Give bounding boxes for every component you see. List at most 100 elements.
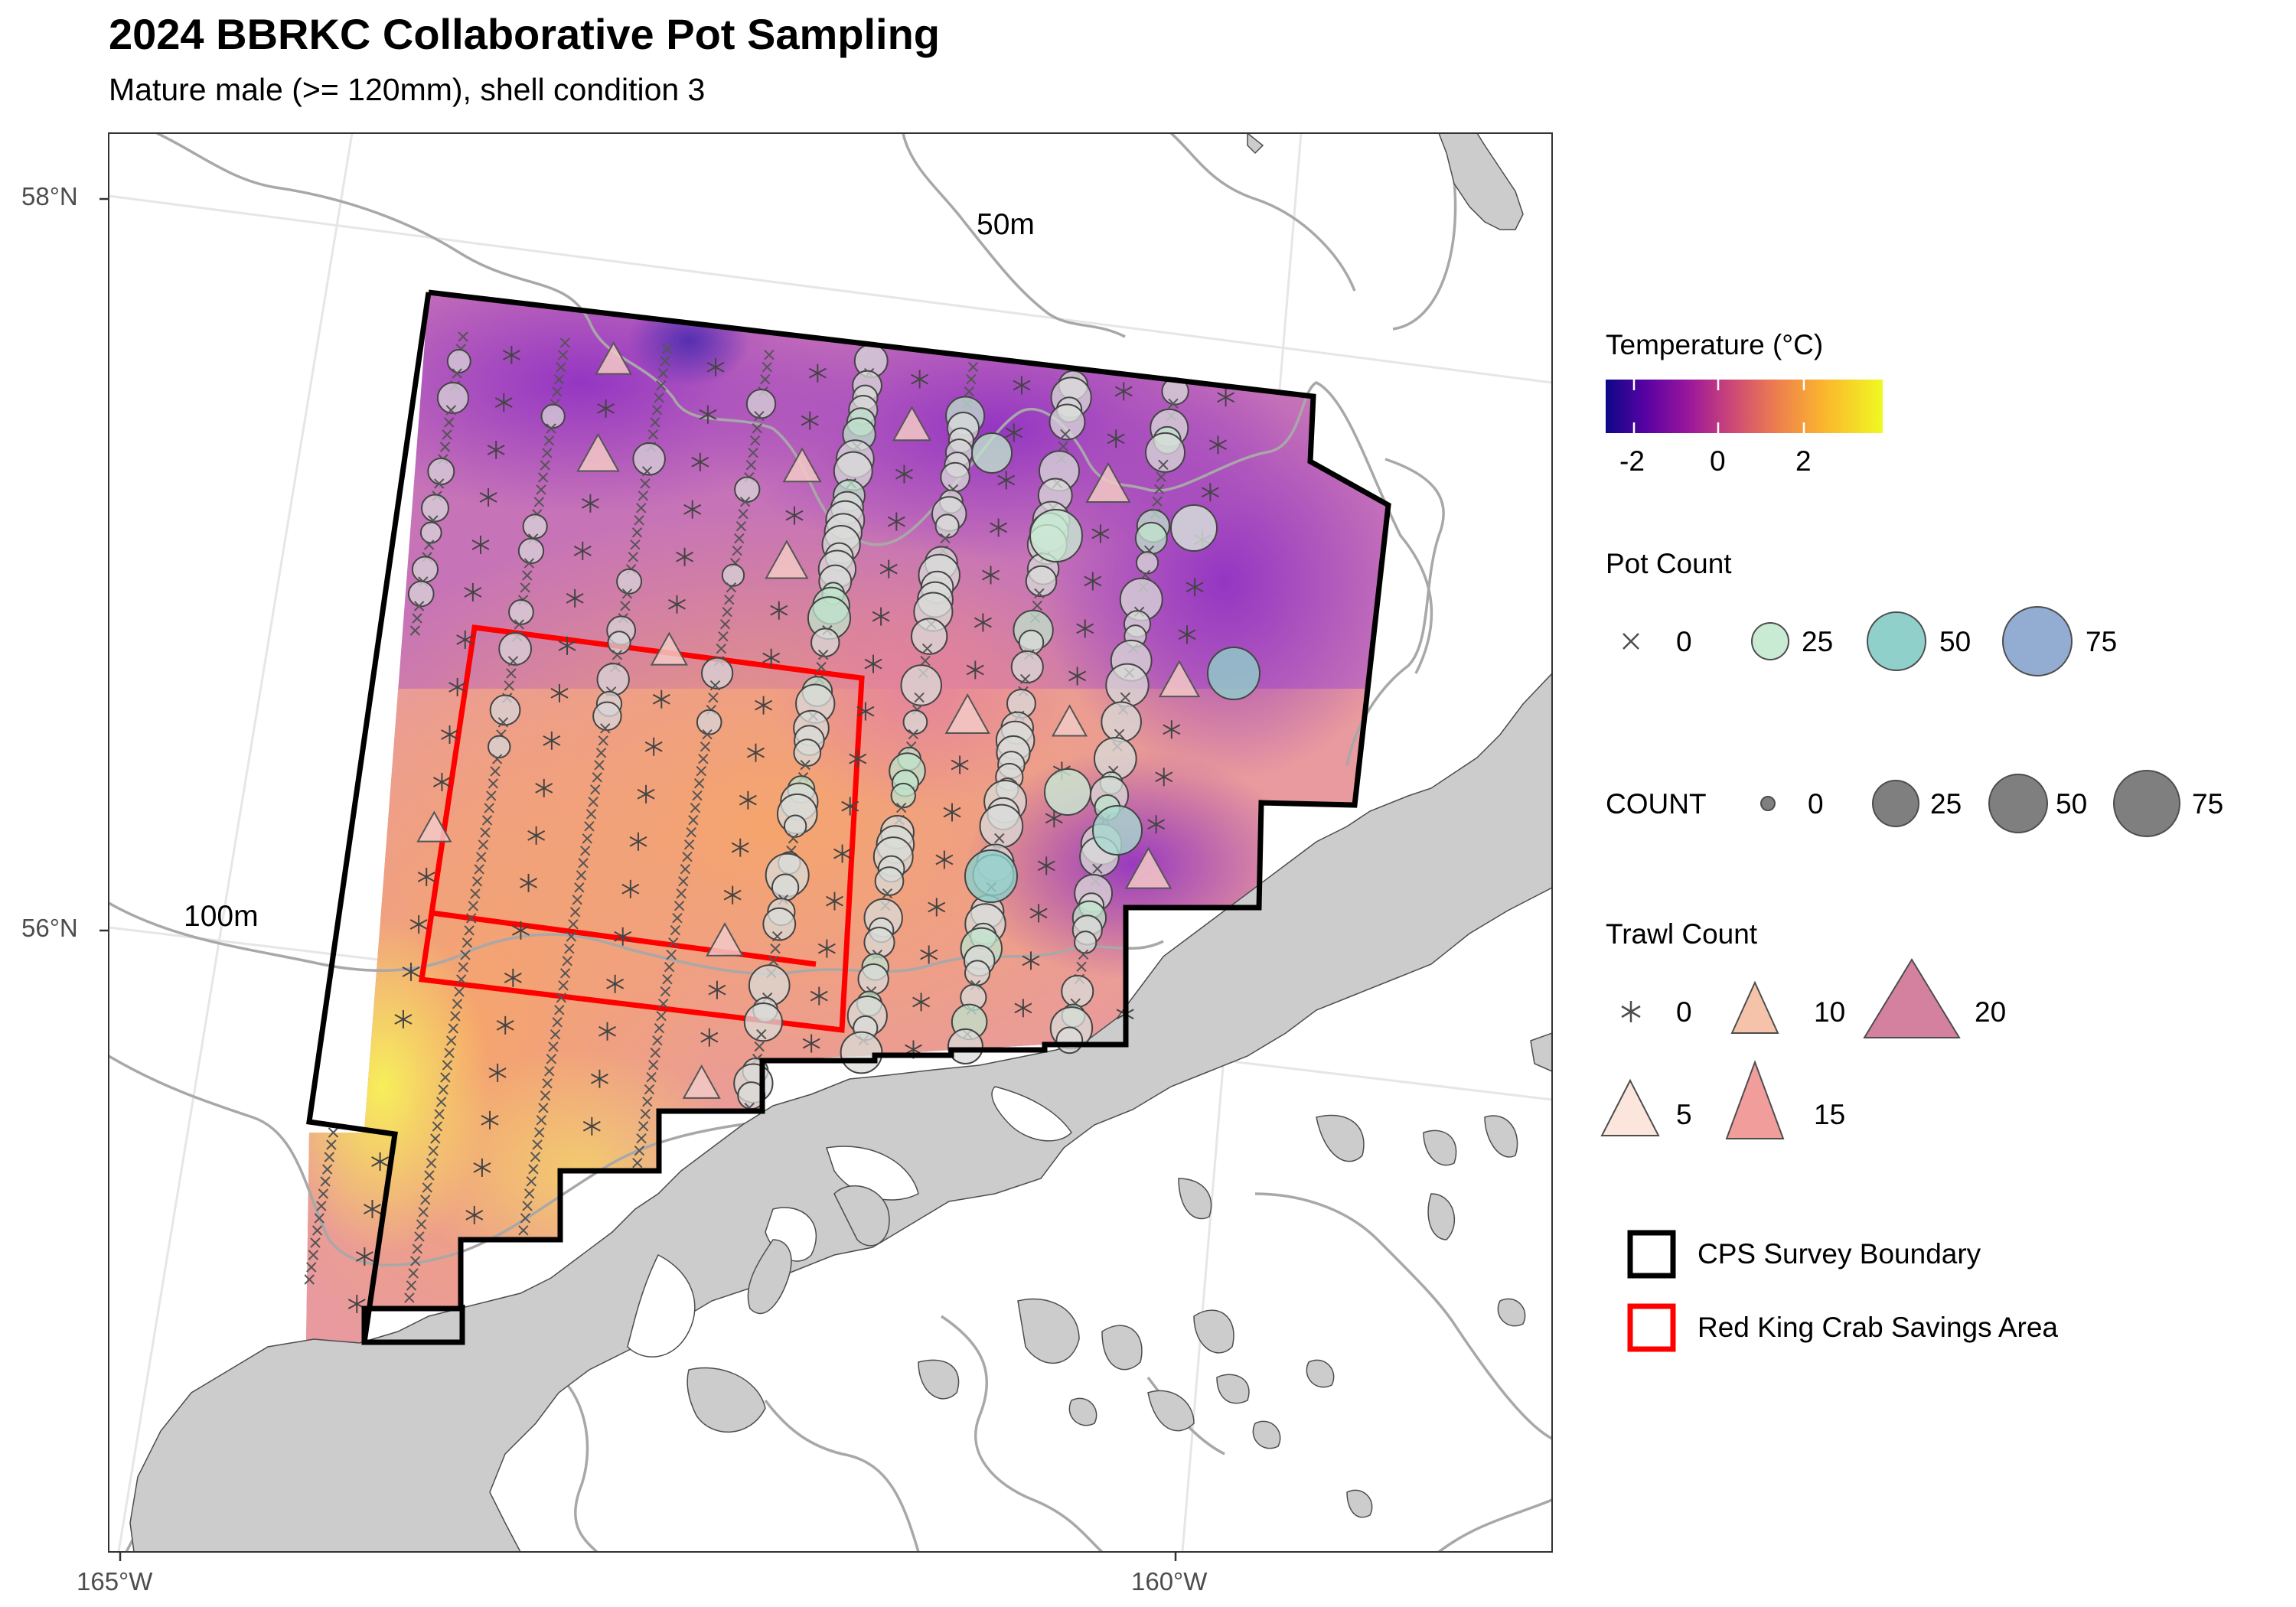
pot-zero-mark	[754, 1041, 765, 1052]
pot-count-marker	[734, 476, 761, 503]
count-label-50: 50	[2056, 788, 2088, 820]
trawl-zero-mark	[1022, 951, 1040, 970]
colorbar-ticks	[1632, 380, 1805, 433]
trawl-zero-mark	[590, 1069, 608, 1088]
pot-zero-mark	[651, 405, 663, 416]
trawl-zero-mark	[629, 832, 647, 851]
pot-zero-mark	[328, 1127, 339, 1138]
pot-zero-mark	[445, 1035, 457, 1046]
pot-zero-mark	[486, 790, 497, 801]
pot-zero-mark	[320, 1176, 331, 1187]
pot-legend-cross-0	[1623, 633, 1639, 650]
depth-label-100m: 100m	[184, 900, 259, 933]
pot-zero-mark	[306, 1262, 317, 1273]
trawl-count-label-5: 5	[1676, 1099, 1692, 1130]
pot-zero-mark	[318, 1188, 329, 1199]
trawl-count-marker	[1158, 660, 1201, 698]
trawl-zero-mark	[494, 393, 513, 412]
pot-zero-mark	[409, 625, 421, 636]
trawl-zero-mark	[700, 1028, 719, 1047]
pot-zero-mark	[540, 1090, 551, 1101]
trawl-zero-mark	[997, 471, 1016, 490]
cps-boundary-label: CPS Survey Boundary	[1698, 1238, 1981, 1270]
pot-zero-mark	[314, 1213, 325, 1224]
pot-zero-mark	[1034, 588, 1045, 599]
pot-zero-mark	[702, 729, 713, 740]
trawl-zero-mark	[739, 790, 757, 810]
pot-zero-mark	[690, 803, 701, 813]
trawl-zero-mark	[1091, 524, 1110, 543]
temperature-tick-0: 0	[1710, 445, 1726, 477]
trawl-zero-mark	[785, 506, 804, 525]
pot-zero-mark	[788, 833, 799, 844]
pot-count-marker	[890, 782, 916, 809]
count-legend-title: COUNT	[1606, 788, 1707, 820]
pot-zero-mark	[506, 668, 517, 679]
pot-zero-mark	[612, 650, 623, 660]
temperature-tick-neg2: -2	[1619, 445, 1645, 477]
trawl-legend-asterisk-0	[1621, 1001, 1641, 1022]
pot-zero-mark	[654, 393, 664, 403]
trawl-count-marker	[944, 693, 990, 735]
trawl-count-marker	[892, 406, 932, 442]
pot-zero-mark	[542, 448, 553, 458]
pot-zero-mark	[664, 962, 675, 973]
trawl-zero-mark	[1163, 720, 1181, 739]
lon-tick-165w: 165°W	[77, 1567, 153, 1596]
savings-area-outline	[419, 624, 865, 1033]
trawl-count-label-10: 10	[1814, 996, 1846, 1028]
pot-count-marker	[1010, 650, 1044, 684]
pot-zero-mark	[771, 931, 783, 942]
pot-zero-mark	[644, 1084, 655, 1095]
trawl-zero-mark	[928, 898, 946, 917]
pot-zero-mark	[481, 815, 493, 826]
pot-zero-mark	[668, 937, 679, 948]
pot-zero-mark	[652, 1035, 663, 1046]
pot-zero-mark	[588, 797, 598, 807]
trawl-zero-mark	[1208, 435, 1227, 455]
pot-count-marker	[1170, 504, 1218, 552]
pot-count-marker	[632, 442, 666, 476]
pot-zero-mark	[1158, 459, 1169, 471]
pot-count-marker	[910, 618, 948, 655]
pot-zero-mark	[430, 1133, 441, 1144]
pot-count-marker	[436, 381, 469, 415]
pot-zero-mark	[692, 790, 703, 801]
pot-zero-mark	[532, 1139, 543, 1150]
trawl-zero-mark	[879, 559, 898, 579]
pot-zero-mark	[594, 760, 605, 771]
pot-zero-mark	[552, 386, 563, 397]
count-label-0: 0	[1808, 788, 1824, 820]
pot-zero-mark	[670, 925, 681, 936]
pot-zero-mark	[488, 778, 499, 789]
trawl-legend-triangle-20	[1863, 958, 1961, 1038]
lon-tick-160w: 160°W	[1131, 1567, 1208, 1596]
pot-zero-mark	[686, 827, 696, 838]
trawl-zero-mark	[456, 630, 475, 649]
pot-zero-mark	[768, 955, 779, 966]
trawl-zero-mark	[488, 1063, 507, 1082]
pot-zero-mark	[630, 539, 641, 550]
pot-zero-mark	[438, 1084, 448, 1095]
pot-zero-mark	[673, 901, 685, 911]
pot-count-marker	[964, 849, 1018, 903]
trawl-zero-mark	[872, 607, 890, 626]
pot-count-marker	[540, 403, 566, 429]
trawl-zero-mark	[1068, 667, 1087, 686]
trawl-zero-mark	[755, 696, 773, 715]
pot-zero-mark	[631, 527, 643, 538]
pot-zero-mark	[568, 919, 579, 930]
pot-count-marker	[1092, 805, 1143, 856]
pot-zero-mark	[582, 833, 593, 844]
pot-zero-mark	[600, 723, 611, 734]
pot-zero-mark	[654, 1023, 665, 1034]
trawl-zero-mark	[668, 595, 686, 614]
pot-zero-mark	[466, 913, 477, 924]
pot-zero-mark	[458, 962, 469, 973]
pot-zero-mark	[540, 460, 550, 471]
pot-zero-mark	[476, 852, 487, 862]
trawl-zero-mark	[1147, 815, 1166, 834]
trawl-zero-mark	[581, 494, 599, 513]
pot-zero-mark	[308, 1250, 319, 1260]
pot-zero-mark	[640, 1109, 651, 1120]
